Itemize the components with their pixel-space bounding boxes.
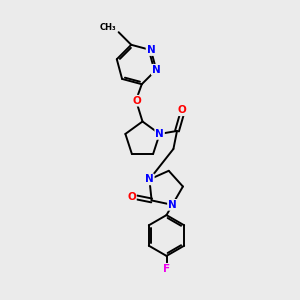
Text: O: O xyxy=(177,105,186,115)
Text: N: N xyxy=(168,200,177,210)
Text: N: N xyxy=(155,129,164,139)
Text: O: O xyxy=(127,192,136,203)
Text: N: N xyxy=(145,174,154,184)
Text: N: N xyxy=(152,65,161,75)
Text: CH₃: CH₃ xyxy=(100,22,116,32)
Text: N: N xyxy=(146,45,155,55)
Text: O: O xyxy=(133,96,142,106)
Text: F: F xyxy=(163,264,170,274)
